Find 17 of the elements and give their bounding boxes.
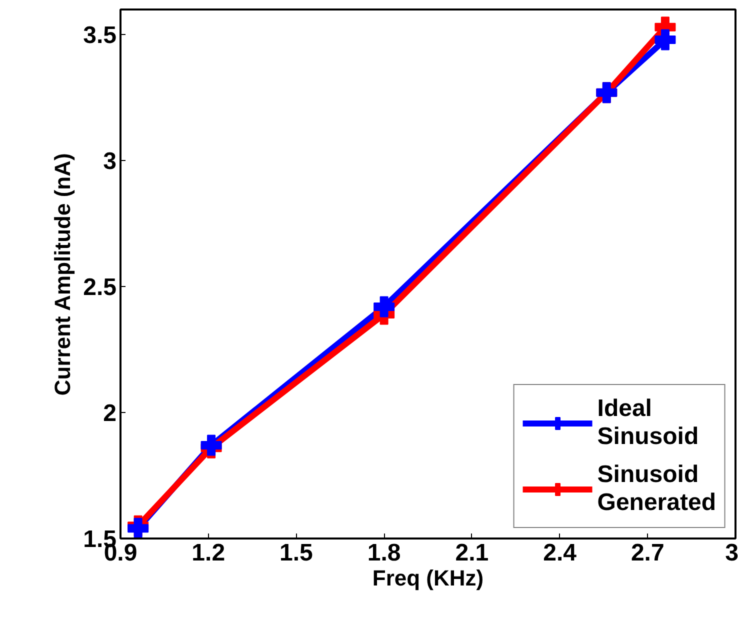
- x-tick-label: 2.4: [543, 540, 578, 566]
- legend-label: Sinusoid Generated: [597, 460, 716, 518]
- y-tick-label: 2: [103, 400, 117, 428]
- x-tick-label: 1.2: [192, 540, 226, 566]
- y-tick-label: 3: [103, 148, 117, 176]
- x-tick-label: 1.8: [367, 540, 401, 566]
- x-tick-label: 2.7: [630, 540, 664, 566]
- x-tick-label: 1.5: [280, 540, 313, 566]
- y-tick-label: 3.5: [83, 22, 117, 50]
- point: [654, 29, 676, 50]
- x-tick-label: 2.1: [455, 540, 489, 566]
- legend-label: Ideal Sinusoid: [597, 394, 699, 452]
- x-axis-title: Freq (KHz): [372, 566, 484, 590]
- y-axis-title: Current Amplitude (nA): [50, 153, 76, 396]
- y-tick-label: 2.5: [83, 274, 117, 302]
- x-tick-label: 3: [725, 540, 738, 566]
- point: [374, 296, 395, 318]
